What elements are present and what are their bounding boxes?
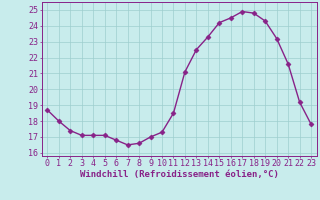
X-axis label: Windchill (Refroidissement éolien,°C): Windchill (Refroidissement éolien,°C) [80,170,279,179]
